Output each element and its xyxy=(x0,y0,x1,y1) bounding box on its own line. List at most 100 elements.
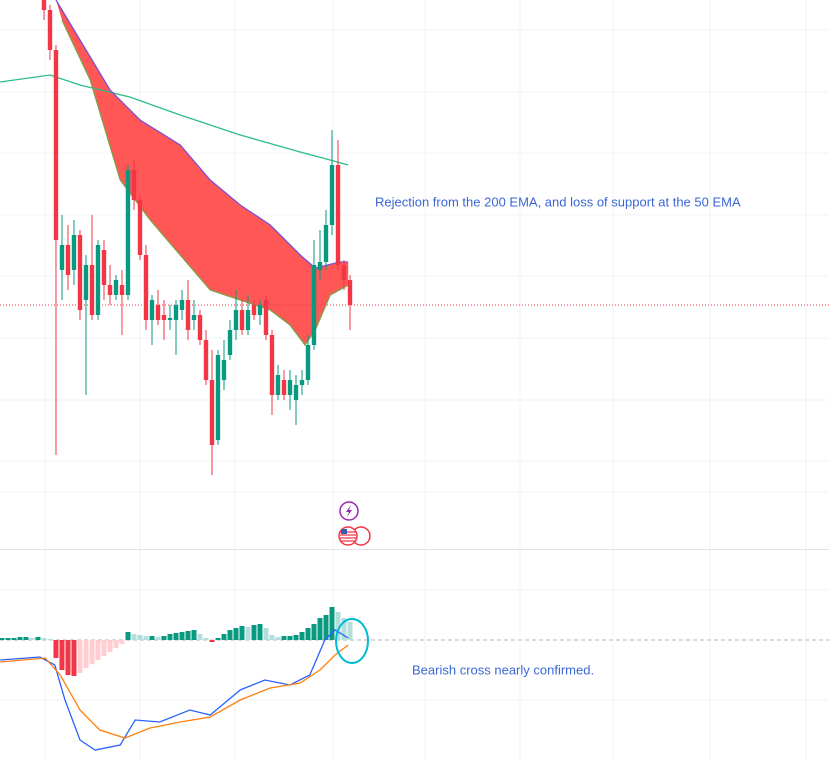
candle-body xyxy=(113,280,119,295)
event-icons xyxy=(338,501,371,546)
histogram-bar xyxy=(65,640,71,675)
histogram-bar xyxy=(191,630,197,640)
histogram-bar xyxy=(299,632,305,640)
candle-body xyxy=(65,245,71,275)
histogram-bar xyxy=(197,634,203,640)
histogram-bar xyxy=(113,640,119,648)
histogram-bar xyxy=(305,628,311,640)
candle-body xyxy=(131,170,137,200)
histogram-bar xyxy=(17,637,23,640)
histogram-bar xyxy=(347,622,353,640)
candle-body xyxy=(167,318,173,320)
histogram-bar xyxy=(149,636,155,640)
lightning-glyph xyxy=(346,505,352,517)
candle-body xyxy=(245,310,251,330)
histogram-bar xyxy=(47,639,53,640)
candle-body xyxy=(149,300,155,320)
histogram-bar xyxy=(155,637,161,640)
histogram-bar xyxy=(341,618,347,640)
histogram-bar xyxy=(71,640,77,676)
candle-body xyxy=(335,165,341,265)
candle-body xyxy=(323,225,329,262)
candle-body xyxy=(281,380,287,395)
histogram-bar xyxy=(239,626,245,640)
histogram-bar xyxy=(257,624,263,640)
histogram-bar xyxy=(269,635,275,640)
candle-body xyxy=(179,300,185,310)
candle-body xyxy=(47,10,53,50)
histogram-bar xyxy=(185,631,191,640)
histogram-bar xyxy=(173,633,179,640)
histogram-bar xyxy=(167,634,173,640)
candle-body xyxy=(89,265,95,315)
flag-canton xyxy=(341,529,347,534)
candle-body xyxy=(287,380,293,395)
histogram-bar xyxy=(221,634,227,640)
candle-body xyxy=(77,235,83,310)
candle-body xyxy=(143,255,149,320)
histogram-bar xyxy=(0,638,5,640)
histogram-bar xyxy=(35,637,41,640)
histogram-bar xyxy=(335,612,341,640)
candle-body xyxy=(53,50,59,240)
histogram-bar xyxy=(281,636,287,640)
annotation: Bearish cross nearly confirmed. xyxy=(412,662,594,677)
candle-body xyxy=(317,262,323,270)
candle-body xyxy=(119,285,125,295)
candle-body xyxy=(257,305,263,315)
indicator-line xyxy=(0,629,349,751)
indicator-line xyxy=(0,644,349,739)
candle-body xyxy=(347,280,353,305)
histogram-bar xyxy=(227,630,233,640)
candle-body xyxy=(107,285,113,295)
histogram-bar xyxy=(95,640,101,660)
histogram-bar xyxy=(323,615,329,640)
candle-body xyxy=(239,310,245,330)
histogram-bar xyxy=(11,638,17,640)
candle-body xyxy=(329,165,335,225)
histogram-bar xyxy=(101,640,107,656)
candle-body xyxy=(125,170,131,295)
candle-body xyxy=(185,300,191,330)
macd-pane xyxy=(0,607,353,751)
histogram-bar xyxy=(5,638,11,640)
histogram-bar xyxy=(77,640,83,673)
candle-body xyxy=(71,235,77,270)
ema-cloud xyxy=(55,0,349,345)
candle-body xyxy=(83,265,89,300)
candle-body xyxy=(191,315,197,320)
candle-body xyxy=(197,315,203,340)
histogram-bar xyxy=(293,635,299,640)
candle-body xyxy=(227,330,233,355)
histogram-bar xyxy=(311,624,317,640)
histogram-bar xyxy=(329,607,335,640)
candle-body xyxy=(173,305,179,320)
histogram-bar xyxy=(107,640,113,652)
candle-body xyxy=(137,200,143,255)
histogram-bar xyxy=(53,640,59,658)
candle-body xyxy=(221,360,227,380)
histogram-bar xyxy=(83,640,89,668)
candle-body xyxy=(209,380,215,445)
highlight-circle xyxy=(335,618,369,664)
candle-body xyxy=(311,265,317,345)
candle-body xyxy=(299,380,305,385)
histogram-bar xyxy=(119,640,125,644)
histogram-bar xyxy=(161,636,167,640)
histogram-bar xyxy=(23,637,29,640)
histogram-bar xyxy=(317,618,323,640)
histogram-bar xyxy=(233,628,239,640)
histogram-bar xyxy=(59,640,65,670)
candle-body xyxy=(341,265,347,280)
histogram-bar xyxy=(251,625,257,640)
candle-body xyxy=(305,345,311,380)
histogram-bar xyxy=(29,638,35,640)
candle-body xyxy=(155,305,161,320)
histogram-bar xyxy=(89,640,95,664)
candle-body xyxy=(215,355,221,440)
histogram-bar xyxy=(287,636,293,640)
histogram-bar xyxy=(179,632,185,640)
histogram-bar xyxy=(275,637,281,640)
candle-body xyxy=(269,335,275,395)
histogram-bar xyxy=(137,635,143,640)
